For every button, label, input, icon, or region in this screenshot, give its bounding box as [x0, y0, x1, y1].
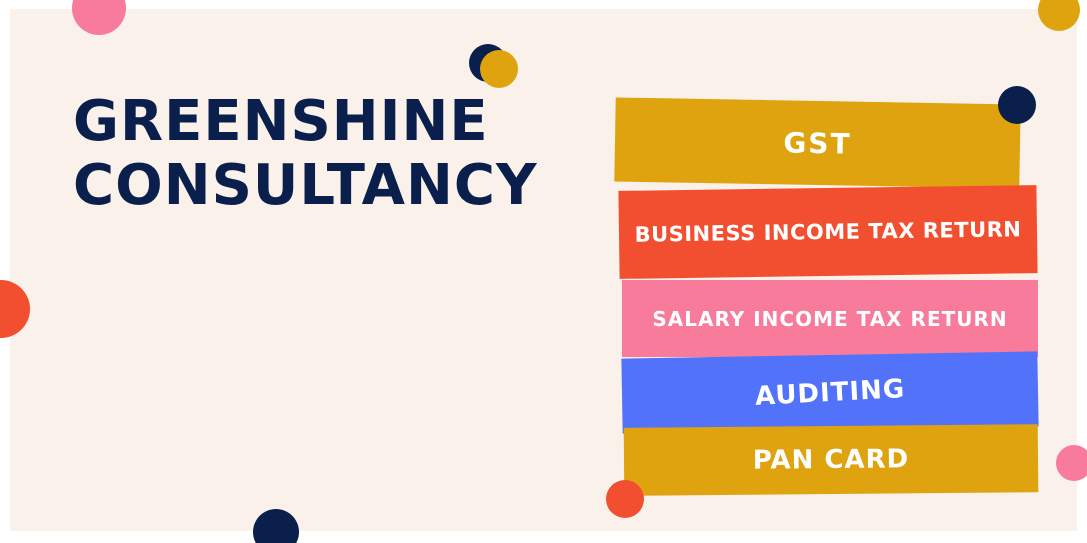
service-label: SALARY INCOME TAX RETURN: [652, 306, 1008, 331]
service-label: AUDITING: [754, 373, 906, 412]
service-band-business-income-tax-return: BUSINESS INCOME TAX RETURN: [618, 185, 1038, 279]
decor-dot-navy-bottom: [253, 509, 299, 543]
decor-dot-orange-bottom: [606, 480, 644, 518]
decor-dot-navy-band: [998, 86, 1036, 124]
company-name-line-1: GREENSHINE: [73, 89, 489, 154]
service-band-pan-card: PAN CARD: [623, 424, 1039, 496]
service-band-gst: GST: [614, 97, 1021, 189]
company-name-line-2: CONSULTANCY: [73, 153, 538, 218]
decor-dot-pink-right: [1056, 445, 1087, 481]
service-band-salary-income-tax-return: SALARY INCOME TAX RETURN: [622, 280, 1038, 357]
service-label: BUSINESS INCOME TAX RETURN: [634, 217, 1022, 247]
company-name: GREENSHINE CONSULTANCY: [73, 90, 538, 218]
service-band-auditing: AUDITING: [621, 351, 1039, 434]
decor-dot-mustard-top: [480, 50, 518, 88]
service-label: GST: [783, 125, 852, 161]
service-label: PAN CARD: [752, 444, 910, 476]
